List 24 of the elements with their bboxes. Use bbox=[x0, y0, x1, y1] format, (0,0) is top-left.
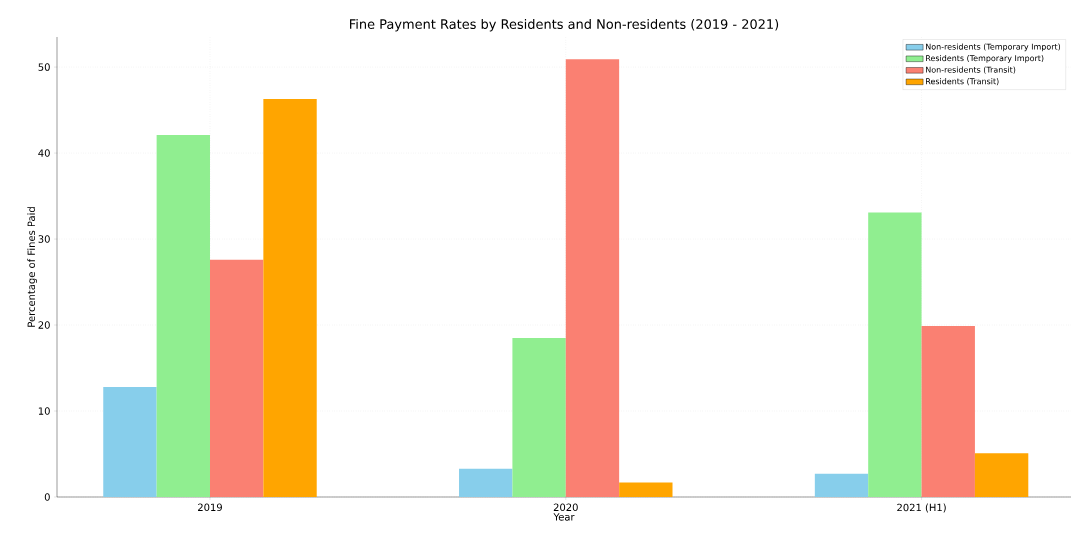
y-tick-label: 0 bbox=[44, 493, 50, 501]
bar bbox=[814, 473, 869, 497]
x-axis-title: Year bbox=[553, 513, 575, 521]
y-tick-label: 10 bbox=[38, 407, 50, 415]
bar bbox=[103, 386, 157, 497]
x-tick-label: 2019 bbox=[198, 503, 222, 512]
x-tick-label: 2020 bbox=[553, 503, 578, 512]
bar bbox=[868, 212, 922, 497]
y-axis-title: Percentage of Fines Paid bbox=[27, 207, 37, 327]
y-tick-label: 20 bbox=[38, 321, 50, 329]
bar bbox=[263, 98, 317, 497]
y-tick-label: 50 bbox=[38, 63, 50, 71]
bar bbox=[921, 325, 975, 497]
y-tick-label: 40 bbox=[38, 149, 50, 157]
bar bbox=[619, 482, 673, 497]
x-tick-label: 2021 (H1) bbox=[897, 503, 946, 513]
y-tick-label: 30 bbox=[38, 235, 50, 243]
bar bbox=[156, 135, 210, 497]
bar bbox=[209, 259, 264, 497]
bar bbox=[565, 59, 620, 497]
bar bbox=[974, 453, 1029, 497]
bar bbox=[459, 468, 513, 497]
chart-title: Fine Payment Rates by Residents and Non-residents (2019 - 2021) bbox=[350, 18, 779, 32]
bar bbox=[512, 337, 566, 497]
